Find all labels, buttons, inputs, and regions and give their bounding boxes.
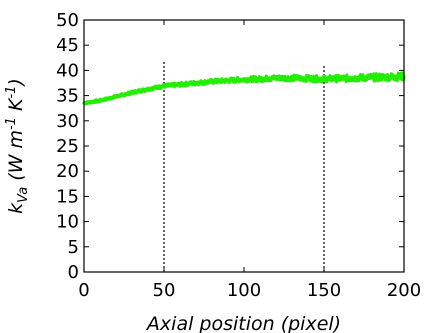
x-axis-ticks: 0 50 100 150 200: [78, 20, 421, 301]
y-tick-label: 0: [68, 262, 79, 283]
data-point: [162, 84, 166, 88]
reference-lines: [163, 60, 325, 272]
y-axis-label-sup2: -1: [4, 86, 19, 99]
y-tick-label: 15: [56, 186, 79, 207]
y-axis-label: kVa (W m-1 K-1): [4, 78, 31, 214]
y-tick-label: 20: [56, 161, 79, 182]
y-tick-label: 5: [68, 237, 79, 258]
data-point: [114, 95, 118, 99]
data-point: [258, 77, 262, 81]
data-point: [178, 82, 182, 87]
x-tick-label: 100: [227, 280, 261, 301]
x-tick-label: 200: [387, 280, 421, 301]
data-point: [242, 77, 246, 82]
y-axis-label-main: k: [5, 202, 27, 214]
data-point: [130, 90, 134, 95]
y-tick-label: 10: [56, 212, 79, 233]
series-group: [82, 71, 406, 106]
data-point: [338, 76, 342, 81]
data-point: [98, 99, 102, 103]
x-tick-label: 50: [153, 280, 176, 301]
y-axis-label-sup1: -1: [4, 117, 19, 130]
data-point: [322, 77, 326, 81]
data-point: [226, 78, 230, 83]
y-tick-label: 40: [56, 60, 79, 81]
y-tick-label: 45: [56, 35, 79, 56]
data-point: [354, 76, 358, 80]
data-point: [146, 87, 150, 91]
y-axis-label-subscript: Va: [16, 187, 31, 203]
data-point: [274, 76, 278, 80]
data-point: [306, 76, 310, 81]
y-axis-ticks: 0 5 10 15 20 25 30 35 40 45 50: [56, 10, 404, 283]
y-tick-label: 25: [56, 136, 79, 157]
plot-frame: [83, 19, 405, 273]
y-tick-label: 50: [56, 10, 79, 31]
x-tick-label: 0: [78, 280, 89, 301]
data-point: [386, 75, 390, 79]
x-axis-label: Axial position (pixel): [145, 313, 341, 333]
data-point: [370, 75, 374, 80]
data-point: [210, 79, 214, 84]
y-axis-label-unit-mid: K: [5, 97, 27, 117]
y-tick-label: 35: [56, 86, 79, 107]
y-axis-label-unit-prefix: (W m: [5, 130, 27, 187]
y-tick-label: 30: [56, 111, 79, 132]
data-point: [194, 81, 198, 85]
x-tick-label: 150: [307, 280, 341, 301]
y-axis-label-unit-suffix: ): [5, 78, 27, 87]
data-point: [290, 76, 294, 80]
